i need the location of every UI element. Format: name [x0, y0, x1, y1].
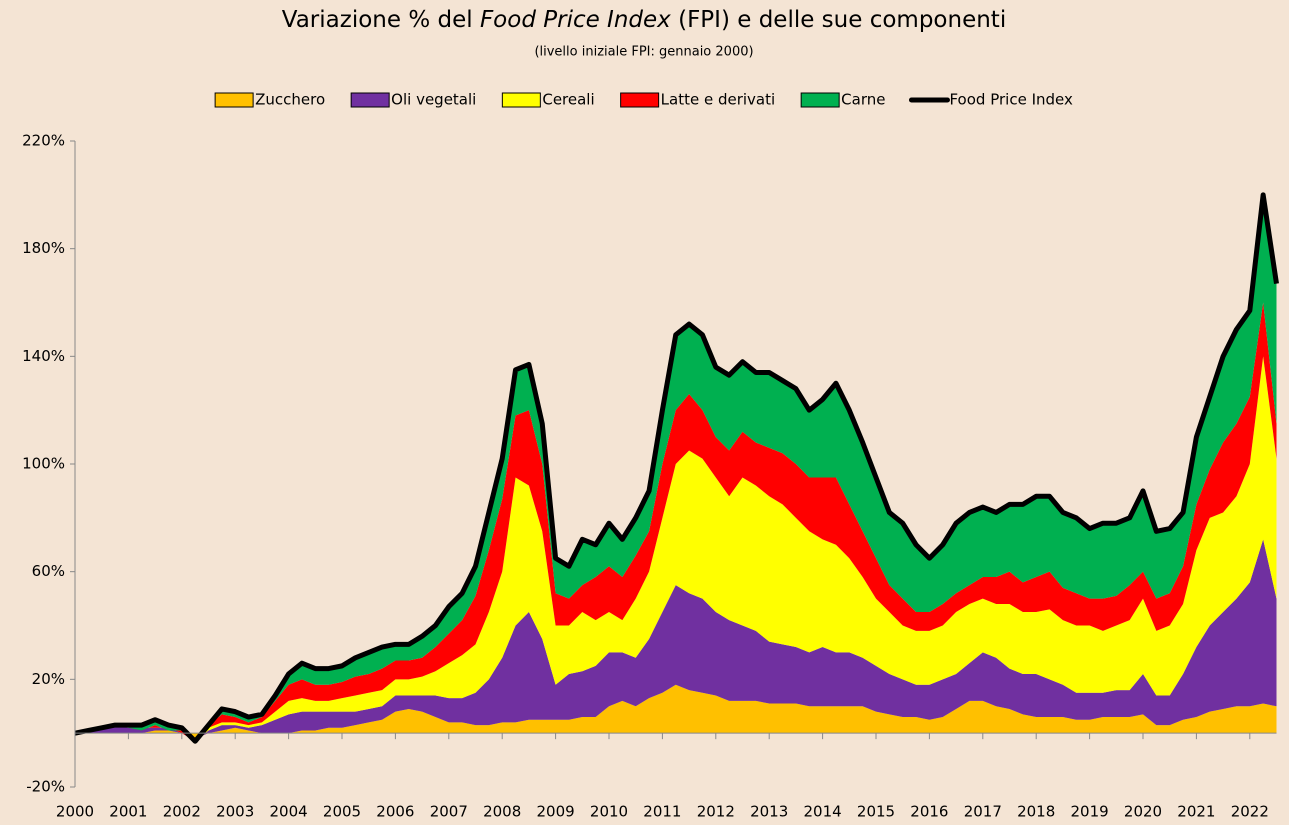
x-tick-label: 2002 — [163, 803, 201, 821]
x-tick-label: 2016 — [910, 803, 948, 821]
legend-item: Latte e derivati — [620, 91, 776, 109]
x-tick-label: 2012 — [697, 803, 735, 821]
x-tick-label: 2018 — [1017, 803, 1055, 821]
area — [75, 356, 1277, 742]
plot — [74, 192, 1279, 744]
x-tick-label: 2010 — [590, 803, 628, 821]
legend-swatch — [214, 92, 254, 108]
x-tick-label: 2014 — [804, 803, 842, 821]
chart-title: Variazione % del Food Price Index (FPI) … — [282, 7, 1006, 33]
x-tick-label: 2009 — [537, 803, 575, 821]
x-tick-label: 2015 — [857, 803, 895, 821]
x-tick-label: 2003 — [216, 803, 254, 821]
title-part: Variazione % del — [282, 7, 480, 33]
x-tick-label: 2001 — [109, 803, 147, 821]
legend-label: Oli vegetali — [391, 91, 476, 109]
legend-swatch — [501, 92, 541, 108]
x-tick-label: 2019 — [1071, 803, 1109, 821]
title-part: Food Price Index — [480, 7, 671, 33]
legend-item: Zucchero — [214, 91, 325, 109]
x-tick-label: 2008 — [483, 803, 521, 821]
y-tick-label: 100% — [22, 455, 65, 473]
legend-swatch — [800, 92, 840, 108]
legend-label: Zucchero — [255, 91, 325, 109]
x-tick-label: 2017 — [964, 803, 1002, 821]
y-tick-label: 20% — [32, 670, 65, 688]
x-tick-label: 2006 — [376, 803, 414, 821]
x-tick-label: 2000 — [56, 803, 94, 821]
y-tick-label: 220% — [22, 132, 65, 150]
x-tick-label: 2020 — [1124, 803, 1162, 821]
legend-item: Food Price Index — [908, 91, 1073, 109]
title-part: (FPI) e delle sue componenti — [671, 7, 1006, 33]
x-tick-label: 2011 — [643, 803, 681, 821]
legend-item: Carne — [800, 91, 885, 109]
x-tick-label: 2004 — [270, 803, 308, 821]
x-tick-label: 2007 — [430, 803, 468, 821]
y-tick-label: 140% — [22, 347, 65, 365]
x-tick-label: 2021 — [1177, 803, 1215, 821]
legend-label: Food Price Index — [949, 91, 1073, 109]
y-tick-label: 60% — [32, 562, 65, 580]
line — [74, 192, 1279, 744]
x-tick-label: 2022 — [1231, 803, 1269, 821]
x-tick-label: 2005 — [323, 803, 361, 821]
area — [75, 684, 1277, 739]
chart-subtitle: (livello iniziale FPI: gennaio 2000) — [534, 45, 753, 60]
y-tick-label: 180% — [22, 239, 65, 257]
y-tick-label: -20% — [26, 778, 65, 796]
legend-item: Oli vegetali — [350, 91, 476, 109]
legend-item: Cereali — [501, 91, 595, 109]
legend: Zucchero Oli vegetali Cereali Latte e deriv… — [214, 91, 1073, 109]
area — [75, 539, 1277, 742]
legend-label: Carne — [841, 91, 885, 109]
legend-swatch — [350, 92, 390, 108]
legend-swatch — [620, 92, 660, 108]
x-tick-label: 2013 — [750, 803, 788, 821]
legend-label: Latte e derivati — [661, 91, 776, 109]
legend-label: Cereali — [542, 91, 594, 109]
